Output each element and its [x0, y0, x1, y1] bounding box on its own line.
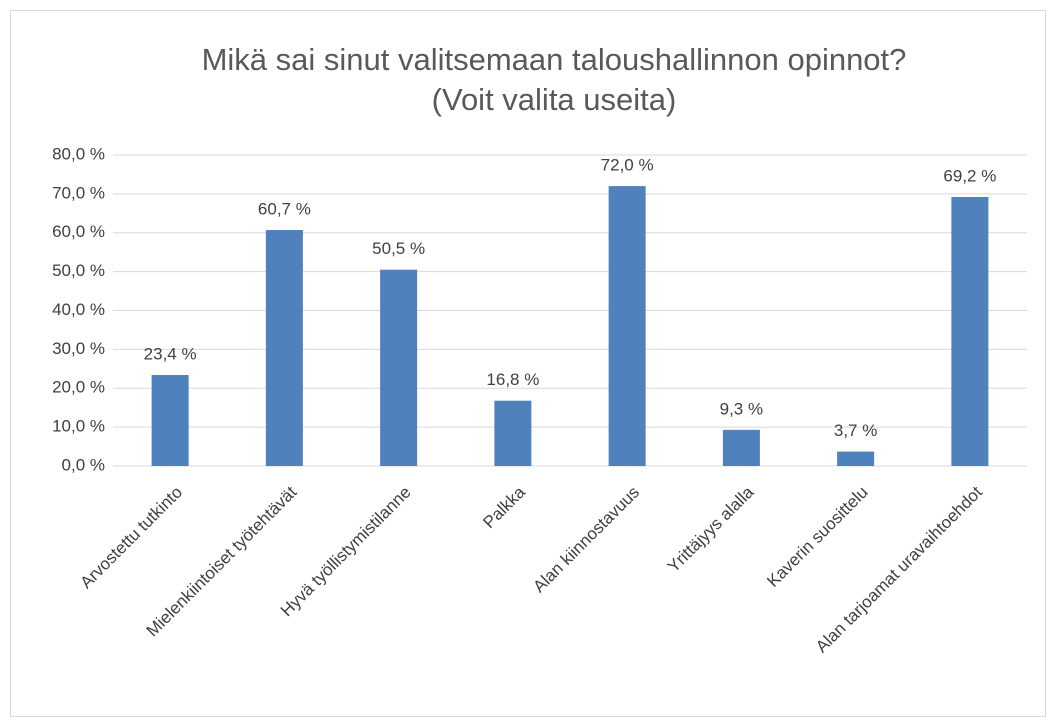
bar [380, 269, 418, 466]
bar [265, 230, 303, 466]
bar [494, 400, 532, 466]
chart-title: Mikä sai sinut valitsemaan taloushallinn… [202, 42, 907, 77]
bar [951, 196, 989, 467]
bar [151, 375, 189, 466]
data-label: 60,7 % [258, 200, 311, 219]
chart-border [10, 10, 1046, 717]
bar [722, 429, 760, 466]
y-tick-label: 80,0 % [52, 144, 105, 163]
y-tick-label: 40,0 % [52, 300, 105, 319]
data-label: 3,7 % [834, 421, 877, 440]
bar [837, 451, 875, 466]
data-label: 23,4 % [144, 345, 197, 364]
y-tick-label: 30,0 % [52, 339, 105, 358]
y-tick-label: 0,0 % [62, 455, 105, 474]
y-tick-label: 10,0 % [52, 417, 105, 436]
data-label: 69,2 % [943, 166, 996, 185]
y-tick-label: 50,0 % [52, 261, 105, 280]
bar [608, 186, 646, 466]
y-tick-label: 20,0 % [52, 378, 105, 397]
data-label: 72,0 % [601, 156, 654, 175]
y-tick-label: 70,0 % [52, 183, 105, 202]
data-label: 16,8 % [486, 370, 539, 389]
chart-subtitle: (Voit valita useita) [432, 82, 677, 117]
y-tick-label: 60,0 % [52, 222, 105, 241]
data-label: 9,3 % [720, 399, 763, 418]
data-label: 50,5 % [372, 239, 425, 258]
